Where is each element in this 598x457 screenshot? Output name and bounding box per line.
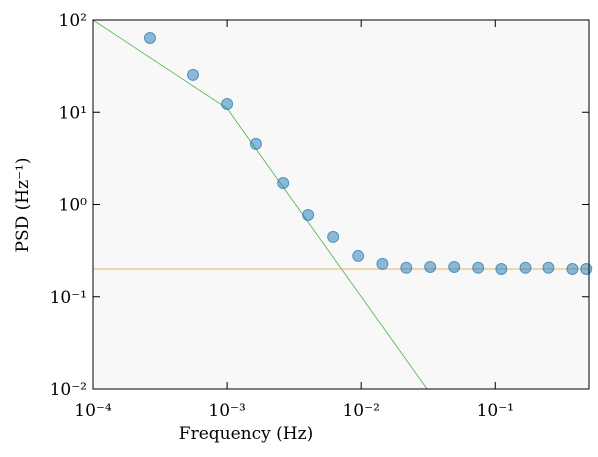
- point: [249, 137, 262, 150]
- point: [302, 208, 315, 221]
- point: [495, 262, 508, 275]
- point: [277, 177, 290, 190]
- point: [424, 261, 437, 274]
- point: [352, 249, 365, 262]
- point: [376, 257, 389, 270]
- point: [187, 68, 200, 81]
- point: [448, 261, 461, 274]
- point: [400, 261, 413, 274]
- x-axis-label: Frequency (Hz): [179, 424, 313, 444]
- point: [221, 97, 234, 110]
- x-tick-label: 10⁻¹: [477, 401, 514, 421]
- point: [542, 261, 555, 274]
- y-tick-label: 10⁻¹: [50, 288, 87, 308]
- x-tick-label: 10⁻³: [208, 401, 245, 421]
- x-tick-label: 10⁻²: [342, 401, 379, 421]
- point: [472, 261, 485, 274]
- y-axis-label: PSD (Hz⁻¹): [13, 158, 33, 253]
- plot-background: [93, 20, 589, 389]
- point: [327, 230, 340, 243]
- point: [519, 261, 532, 274]
- y-tick-label: 10⁻²: [50, 380, 87, 400]
- x-tick-label: 10⁻⁴: [74, 401, 112, 421]
- point: [566, 262, 579, 275]
- y-tick-label: 10²: [59, 11, 87, 31]
- y-tick-label: 10¹: [59, 103, 87, 123]
- point: [143, 32, 156, 45]
- point: [580, 262, 593, 275]
- y-tick-label: 10⁰: [59, 196, 88, 216]
